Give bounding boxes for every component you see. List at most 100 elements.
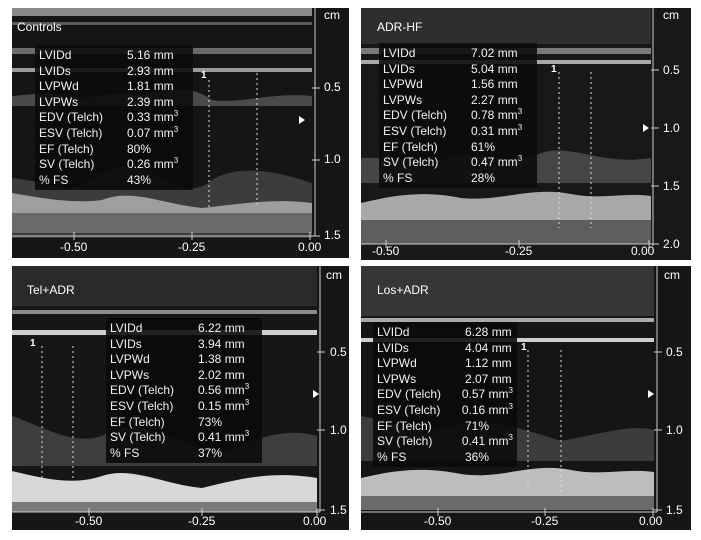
measurement-value-text: 7.02 mm — [471, 46, 518, 60]
measurement-value: 2.02 mm — [198, 368, 245, 384]
measurement-value-text: 36% — [465, 449, 490, 464]
x-tick: -0.50 — [75, 514, 103, 528]
measurement-label: LVPWs — [110, 367, 150, 382]
measurement-value: 6.22 mm — [198, 321, 245, 337]
measurement-row: LVPWs 2.27 mm — [383, 93, 533, 109]
measurement-value: 1.38 mm — [198, 352, 245, 368]
measurement-label: EDV (Telch) — [110, 383, 175, 398]
measurement-row: SV (Telch) 0.41 mm3 — [110, 430, 258, 446]
measurement-value: 37% — [198, 446, 222, 462]
measurement-row: EDV (Telch) 0.33 mm3 — [39, 110, 189, 126]
measurement-value-text: 0.15 mm — [198, 398, 245, 413]
measurement-label: SV (Telch) — [377, 434, 433, 449]
measurement-label: LVIDd — [39, 48, 72, 62]
measurement-unit-exponent: 3 — [173, 124, 179, 134]
measurement-value: 0.31 mm3 — [471, 123, 522, 140]
measurement-label: LVPWs — [377, 371, 417, 386]
measurement-value: 7.02 mm — [471, 46, 518, 62]
measurement-unit-exponent: 3 — [244, 429, 250, 439]
measurement-row: SV (Telch) 0.26 mm3 — [39, 157, 189, 173]
measurement-value-text: 3.94 mm — [198, 336, 245, 351]
measurement-unit-exponent: 3 — [508, 386, 513, 396]
measurement-value-text: 0.16 mm — [461, 402, 509, 417]
x-tick: -0.50 — [372, 244, 400, 258]
x-tick: 0.00 — [298, 240, 322, 254]
measurement-value: 2.07 mm — [465, 372, 512, 388]
focus-marker-icon — [643, 124, 649, 132]
measurement-row: LVIDd 6.22 mm — [110, 321, 258, 337]
measurement-label: SV (Telch) — [39, 157, 95, 172]
measurement-value: 28% — [471, 171, 495, 187]
measurement-value-text: 0.07 mm — [127, 125, 174, 140]
y-tick: 0.5 — [663, 63, 680, 77]
x-tick: -0.50 — [424, 514, 452, 528]
measurement-value: 1.12 mm — [465, 356, 512, 372]
measurement-value-text: 0.41 mm — [198, 430, 245, 445]
measurement-row: ESV (Telch) 0.07 mm3 — [39, 124, 189, 142]
measurement-box: LVIDd 6.22 mm LVIDs 3.94 mm LVPWd 1.38 mm LVPW… — [106, 318, 262, 464]
measurement-row: % FS 37% — [110, 446, 258, 462]
measurement-row: % FS 28% — [383, 171, 533, 187]
measurement-value-text: 28% — [471, 170, 496, 185]
measurement-label: LVPWd — [383, 77, 423, 92]
measurement-value-text: 4.04 mm — [465, 340, 512, 355]
measurement-label: ESV (Telch) — [383, 123, 447, 138]
measurement-label: EF (Telch) — [110, 414, 165, 429]
measurement-label: LVIDd — [110, 321, 143, 335]
measurement-value: 0.26 mm3 — [127, 157, 178, 173]
measurement-row: EF (Telch) 73% — [110, 415, 258, 431]
measurement-row: LVPWd 1.38 mm — [110, 352, 258, 368]
measurement-box: LVIDd 6.28 mm LVIDs 4.04 mm LVPWd 1.12 mm LVPW… — [373, 322, 517, 468]
measurement-value: 61% — [471, 140, 495, 156]
measurement-value-text: 61% — [471, 139, 496, 154]
caliper-marker: 1 — [30, 338, 36, 349]
measurement-row: % FS 36% — [377, 450, 513, 466]
x-tick: -0.25 — [188, 514, 216, 528]
y-tick: 1.5 — [663, 179, 680, 193]
measurement-row: SV (Telch) 0.47 mm3 — [383, 155, 533, 171]
panel-title: Los+ADR — [377, 283, 429, 297]
measurement-value: 43% — [127, 173, 151, 189]
x-tick: -0.25 — [505, 244, 533, 258]
measurement-label: EDV (Telch) — [377, 387, 442, 402]
measurement-label: LVPWs — [383, 92, 423, 107]
measurement-row: SV (Telch) 0.41 mm3 — [377, 434, 513, 450]
measurement-value: 3.94 mm — [198, 337, 245, 353]
measurement-value-text: 2.39 mm — [127, 94, 174, 109]
measurement-value-text: 0.47 mm — [471, 155, 518, 170]
measurement-value-text: 0.31 mm — [471, 123, 518, 138]
measurement-row: EDV (Telch) 0.78 mm3 — [383, 108, 533, 124]
measurement-value: 1.56 mm — [471, 77, 518, 93]
measurement-row: ESV (Telch) 0.31 mm3 — [383, 123, 533, 140]
measurement-value-text: 2.07 mm — [465, 371, 512, 386]
panel-title: Controls — [17, 20, 62, 34]
unit-label: cm — [664, 268, 680, 282]
measurement-row: LVIDs 5.04 mm — [383, 62, 533, 78]
measurement-value: 2.93 mm — [127, 64, 174, 80]
measurement-unit-exponent: 3 — [508, 433, 513, 443]
measurement-value: 0.47 mm3 — [471, 155, 522, 171]
measurement-value-text: 73% — [198, 414, 223, 429]
measurement-row: LVIDs 4.04 mm — [377, 341, 513, 357]
measurement-value-text: 43% — [127, 172, 152, 187]
measurement-label: % FS — [383, 170, 413, 185]
measurement-value: 5.16 mm — [127, 48, 174, 64]
measurement-value: 0.41 mm3 — [198, 430, 249, 446]
measurement-value: 0.57 mm3 — [462, 387, 513, 403]
measurement-row: EDV (Telch) 0.57 mm3 — [377, 387, 513, 403]
measurement-value-text: 2.02 mm — [198, 367, 245, 382]
measurement-value: 4.04 mm — [465, 341, 512, 357]
measurement-row: EF (Telch) 71% — [377, 419, 513, 435]
measurement-value-text: 0.26 mm — [127, 157, 174, 172]
y-tick: 1.0 — [330, 423, 347, 437]
measurement-row: LVIDd 6.28 mm — [377, 325, 513, 341]
measurement-value-text: 2.93 mm — [127, 63, 174, 78]
measurement-value-text: 5.04 mm — [471, 61, 518, 76]
measurement-unit-exponent: 3 — [173, 156, 179, 166]
measurement-value-text: 0.33 mm — [127, 110, 174, 125]
panel-tel-adr: Tel+ADR cm 1 0.5 1.0 1.5 -0.50 -0.25 0.0… — [12, 266, 349, 530]
measurement-label: LVIDs — [377, 340, 409, 355]
measurement-value-text: 80% — [127, 141, 152, 156]
measurement-label: LVPWd — [39, 79, 79, 94]
measurement-value-text: 1.56 mm — [471, 77, 518, 92]
